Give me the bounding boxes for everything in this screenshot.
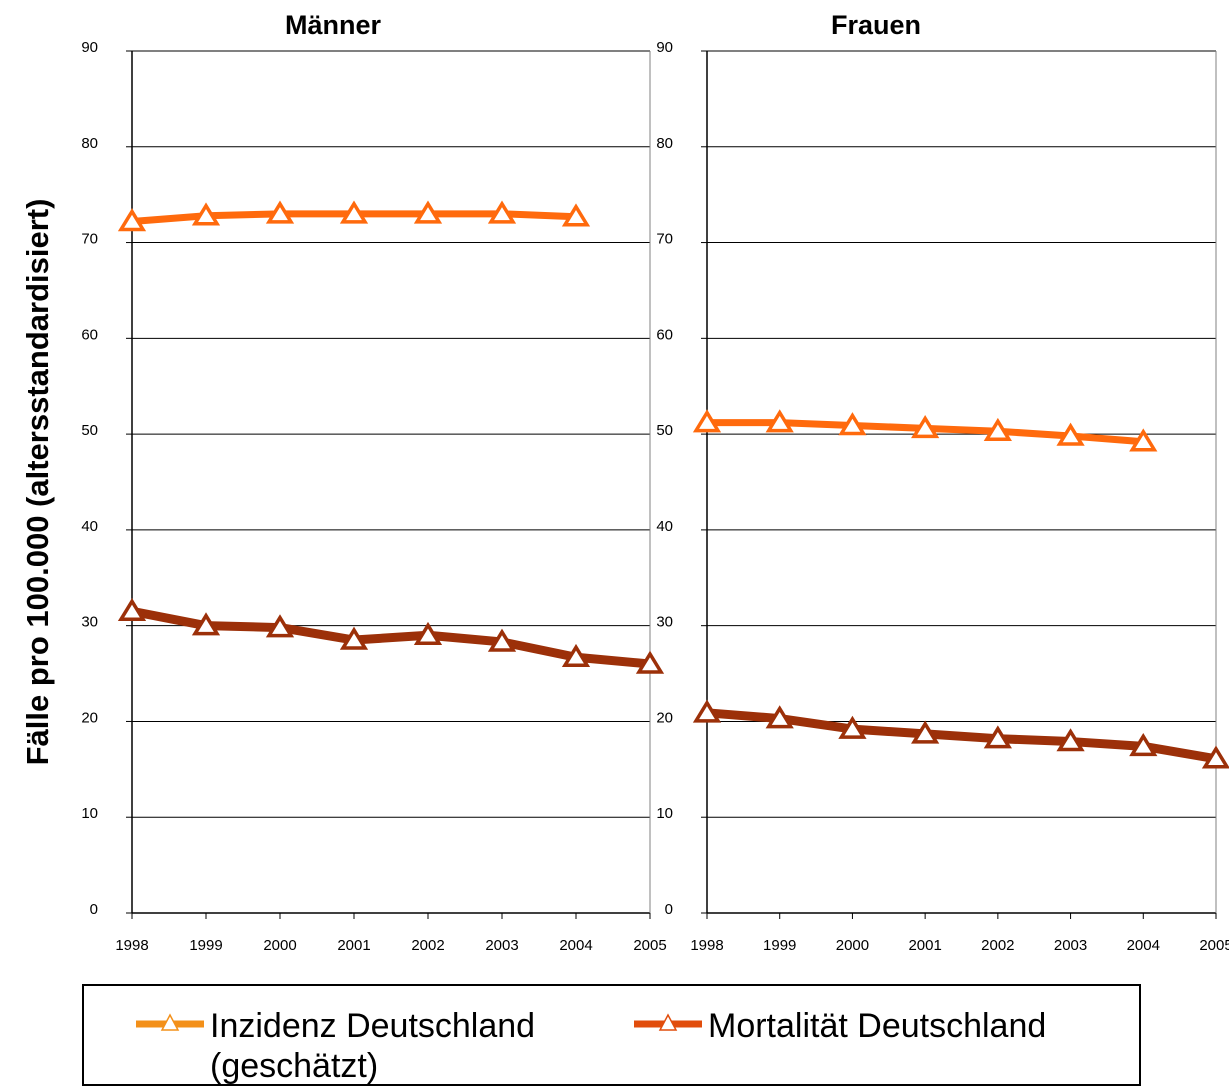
y-tick-label: 90 [656,39,673,56]
data-point [765,409,794,433]
x-tick-label: 2001 [337,937,370,954]
y-tick-label: 40 [81,518,98,535]
data-point [1201,745,1229,769]
series-0 [692,409,1158,452]
y-tick-label: 20 [656,709,673,726]
y-tick-label: 60 [656,326,673,343]
data-point [339,626,369,650]
series-line [127,606,655,669]
x-tick-label: 1999 [763,937,796,954]
y-tick-label: 40 [656,518,673,535]
y-tick-label: 50 [656,422,673,439]
y-tick-label: 0 [90,901,98,918]
data-point [487,628,517,652]
x-tick-label: 2001 [908,937,941,954]
data-point [1129,732,1158,757]
series-1 [692,699,1229,769]
data-point [561,203,591,227]
legend: Inzidenz Deutschland(geschätzt) Mortalitä… [82,984,1141,1086]
data-point [487,200,517,224]
panel-title: Männer [285,10,382,40]
y-tick-label: 80 [656,135,673,152]
y-tick-label: 30 [81,614,98,631]
data-point [191,612,221,636]
y-tick-label: 70 [81,231,98,248]
legend-item: Mortalität Deutschland [634,1007,1046,1045]
data-point [339,200,369,224]
data-point [911,415,940,439]
data-point [838,412,867,436]
data-point [983,725,1012,749]
x-tick-label: 1999 [189,937,222,954]
x-tick-label: 2002 [411,937,444,954]
data-point [265,614,295,638]
data-point [692,409,722,433]
y-tick-label: 10 [656,805,673,822]
x-tick-label: 2000 [836,937,869,954]
y-tick-label: 70 [656,231,673,248]
series-0 [117,200,591,232]
legend-frame [82,984,1141,1086]
y-tick-label: 10 [81,805,98,822]
data-point [1129,428,1158,452]
data-point [692,699,722,723]
y-tick-label: 30 [656,614,673,631]
x-tick-label: 2004 [559,937,592,954]
x-tick-label: 2002 [981,937,1014,954]
data-point [635,650,665,674]
y-tick-label: 50 [81,422,98,439]
panel-title: Frauen [831,10,921,40]
data-point [983,417,1012,441]
x-tick-label: 2003 [1054,937,1087,954]
legend-marker [160,1013,180,1031]
series-1 [117,597,665,674]
y-tick-label: 90 [81,39,98,56]
y-tick-label: 60 [81,326,98,343]
y-tick-label: 80 [81,135,98,152]
data-point [117,597,147,622]
legend-label: Inzidenz Deutschland [210,1007,535,1045]
data-point [561,643,591,668]
y-tick-label: 0 [665,901,673,918]
data-point [838,715,867,739]
x-tick-label: 2005 [633,937,666,954]
data-point [265,200,295,224]
y-tick-label: 20 [81,709,98,726]
legend-item: Inzidenz Deutschland(geschätzt) [136,1007,535,1085]
legend-label: Mortalität Deutschland [708,1007,1046,1045]
data-point [413,621,443,645]
legend-marker [658,1013,678,1031]
panel-0: Männer 0 10 20 30 40 50 60 70 80 90 1998 1999 2000 200… [81,10,666,954]
data-point [191,202,221,226]
x-tick-label: 2003 [485,937,518,954]
legend-label-line2: (geschätzt) [210,1047,378,1085]
panel-1: Frauen 0 10 20 30 40 50 60 70 80 90 1998 1999 2000 200… [656,10,1229,954]
x-tick-label: 1998 [690,937,723,954]
data-point [1056,422,1085,446]
x-tick-label: 2005 [1199,937,1229,954]
data-point [911,720,940,744]
x-tick-label: 1998 [115,937,148,954]
y-axis-label: Fälle pro 100.000 (altersstandardisiert) [20,199,55,766]
series-line [702,708,1221,764]
x-tick-label: 2000 [263,937,296,954]
data-point [413,200,443,224]
data-point [1056,728,1085,752]
data-point [117,208,147,232]
x-tick-label: 2004 [1127,937,1160,954]
data-point [765,705,794,729]
